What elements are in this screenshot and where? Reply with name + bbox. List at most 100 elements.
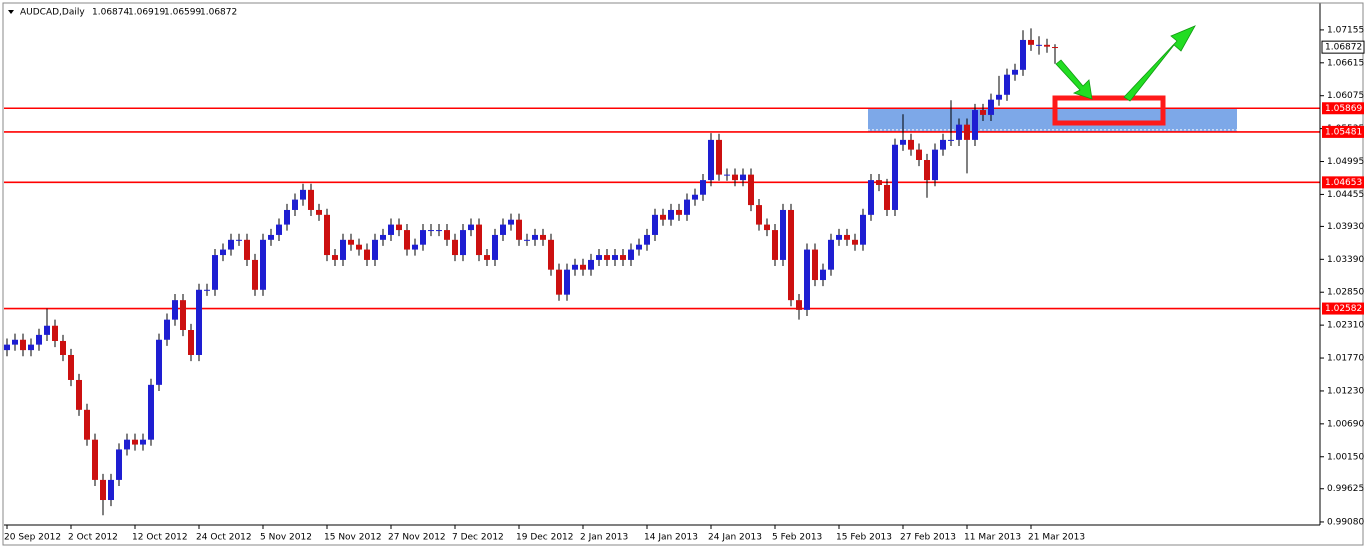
annotation-box [1052, 95, 1166, 126]
candle-body [20, 339, 26, 351]
candle-body [4, 344, 10, 351]
candle-body [484, 255, 490, 260]
candle-body [396, 224, 402, 231]
candle-body [268, 234, 274, 240]
candle-body [36, 334, 42, 345]
candle-body [1012, 69, 1018, 75]
x-tick-label: 11 Mar 2013 [964, 533, 1021, 543]
candle-body [876, 180, 882, 185]
candle-body [828, 239, 834, 270]
x-tick-label: 24 Jan 2013 [708, 533, 762, 543]
candle-body [660, 214, 666, 220]
level-label: 1.04653 [1325, 178, 1362, 188]
candle-body [220, 249, 226, 256]
candle-body [332, 255, 338, 260]
candle-body [884, 184, 890, 210]
candle-body [588, 259, 594, 270]
candle-body [652, 214, 658, 235]
candle-body [796, 300, 802, 310]
level-label: 1.02582 [1325, 304, 1362, 314]
candle-body [1044, 44, 1050, 47]
candle-body [1004, 74, 1010, 95]
candle-body [724, 174, 730, 176]
level-label: 1.05481 [1325, 127, 1362, 137]
current-price-label: 1.06872 [1325, 43, 1362, 53]
candle-body [492, 234, 498, 260]
candle-body [604, 255, 610, 260]
candle-body [324, 214, 330, 256]
candle-body [236, 239, 242, 241]
candle-body [284, 209, 290, 225]
candle-body [92, 439, 98, 480]
candle-body [364, 249, 370, 260]
candle-body [436, 230, 442, 232]
candle-body [260, 239, 266, 290]
candle-body [844, 234, 850, 240]
candle-body [916, 149, 922, 160]
y-tick-label: 1.00690 [1327, 419, 1364, 429]
candle-body [820, 269, 826, 281]
x-tick-label: 27 Feb 2013 [900, 533, 956, 543]
x-tick-label: 14 Jan 2013 [644, 533, 698, 543]
candle-body [612, 255, 618, 260]
y-tick-label: 0.99080 [1327, 517, 1364, 527]
candle-body [836, 234, 842, 240]
candle-body [636, 244, 642, 250]
candle-body [868, 180, 874, 215]
y-tick-label: 1.04995 [1327, 157, 1364, 167]
header-low: 1.06599 [164, 8, 201, 18]
candle-body [276, 224, 282, 235]
candle-body [124, 439, 130, 450]
candle-body [644, 234, 650, 245]
candle-body [452, 239, 458, 256]
green-arrow [1055, 59, 1093, 100]
candle-body [100, 479, 106, 501]
candle-body [620, 255, 626, 260]
candle-body [412, 244, 418, 250]
candle-body [708, 139, 714, 181]
candle-body [108, 479, 114, 501]
candle-body [788, 209, 794, 301]
candle-body [956, 124, 962, 140]
candle-body [228, 239, 234, 250]
x-tick-label: 27 Nov 2012 [388, 533, 446, 543]
x-tick-label: 15 Nov 2012 [324, 533, 382, 543]
candle-body [748, 174, 754, 206]
candle-body [316, 209, 322, 215]
candle-body [716, 139, 722, 175]
level-label-box [1322, 102, 1364, 115]
candle-body [476, 224, 482, 256]
candle-body [564, 269, 570, 295]
candle-body [804, 249, 810, 310]
candle-body [244, 239, 250, 260]
candle-body [428, 230, 434, 232]
candle-body [212, 255, 218, 290]
candle-body [684, 199, 690, 215]
candle-body [308, 189, 314, 210]
candle-body [676, 209, 682, 215]
candle-body [340, 239, 346, 260]
y-tick-label: 1.06615 [1327, 58, 1364, 68]
candle-body [292, 199, 298, 210]
x-tick-label: 2 Oct 2012 [68, 533, 118, 543]
candle-body [1052, 47, 1058, 49]
candle-body [356, 244, 362, 250]
y-tick-label: 1.04455 [1327, 190, 1364, 200]
candle-body [28, 344, 34, 351]
candle-body [172, 300, 178, 320]
x-tick-label: 19 Dec 2012 [516, 533, 574, 543]
candle-body [540, 234, 546, 240]
y-tick-label: 1.03390 [1327, 255, 1364, 265]
candle-body [932, 149, 938, 181]
candle-body [140, 439, 146, 445]
candle-body [500, 224, 506, 235]
candle-body [12, 339, 18, 345]
candle-body [116, 449, 122, 480]
candle-body [156, 339, 162, 385]
candle-body [692, 194, 698, 200]
candle-body [948, 139, 954, 141]
candle-body [252, 259, 258, 290]
candle-body [300, 189, 306, 200]
candle-body [548, 239, 554, 270]
